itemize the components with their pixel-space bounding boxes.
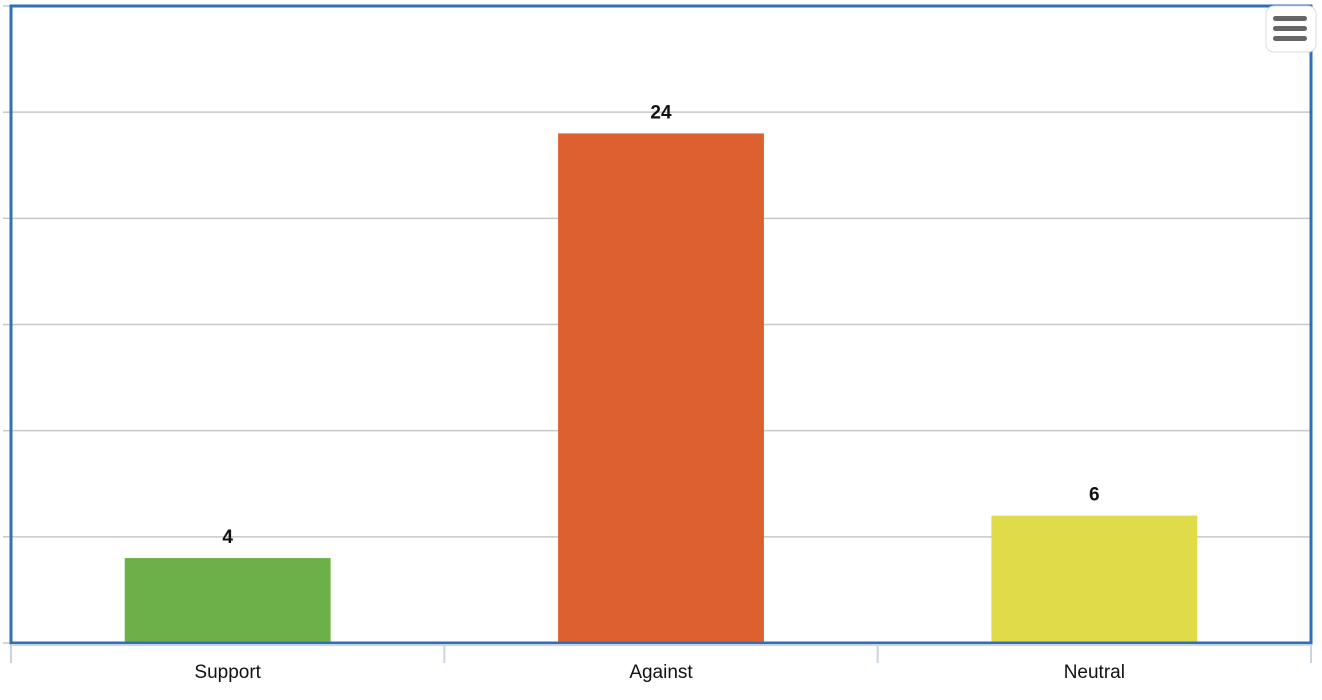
menu-button[interactable] [1265, 5, 1317, 53]
bar [991, 515, 1198, 643]
x-tick-label: Against [629, 662, 693, 683]
menu-icon-bar [1273, 26, 1307, 31]
value-label: 6 [1089, 485, 1100, 506]
x-tick-label: Support [194, 662, 261, 683]
bars: 4 24 6 [124, 102, 1198, 643]
value-label: 4 [222, 527, 233, 548]
plot-border [9, 4, 1313, 645]
bar [124, 558, 331, 643]
menu-icon-bar [1273, 16, 1307, 21]
x-tick-label: Neutral [1064, 662, 1125, 683]
bar [558, 133, 764, 643]
menu-icon-bar [1273, 36, 1307, 41]
value-label: 24 [650, 102, 672, 123]
